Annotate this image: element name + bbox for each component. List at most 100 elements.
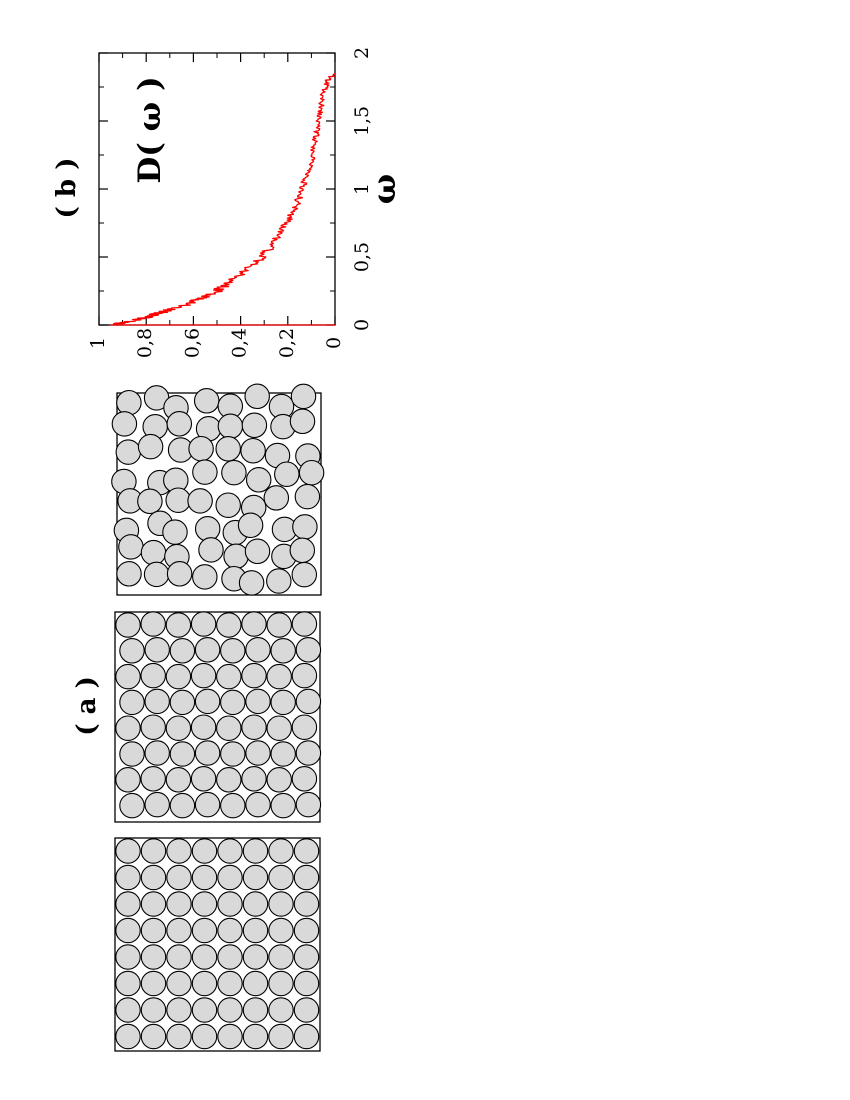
curve-label: D( ω ) (132, 76, 168, 183)
disc (291, 611, 318, 637)
disc (191, 891, 218, 917)
y-tick-label: 0,8 (134, 328, 156, 358)
disc (194, 740, 221, 766)
disc (169, 792, 196, 819)
disc (191, 970, 218, 997)
disc (169, 741, 196, 767)
disc (291, 662, 318, 689)
disc (241, 412, 268, 439)
disc (119, 792, 145, 819)
disc (115, 997, 141, 1023)
disc (293, 970, 320, 997)
disc (166, 917, 192, 944)
disc (140, 611, 166, 637)
disc (293, 997, 320, 1023)
disc (217, 970, 243, 997)
y-tick-label: 1 (87, 337, 109, 349)
disc (217, 864, 243, 891)
disc (137, 488, 163, 515)
disc (241, 662, 267, 689)
panel-b-label: ( b ) (52, 158, 82, 219)
disc (115, 1023, 141, 1050)
disc (115, 864, 141, 891)
disc (216, 767, 242, 793)
disc (242, 917, 269, 944)
disc (242, 944, 269, 970)
x-tick-label: 0 (351, 319, 373, 331)
disc (194, 516, 221, 542)
disc (217, 997, 243, 1023)
disc (115, 663, 141, 690)
y-tick-label: 0,6 (181, 328, 203, 358)
disc (144, 688, 170, 715)
disc (118, 534, 144, 560)
disc (116, 389, 142, 416)
disc (166, 561, 193, 587)
disc (242, 997, 269, 1023)
disc (270, 689, 296, 716)
disc (140, 864, 167, 891)
disc (270, 638, 296, 664)
disc (198, 537, 224, 563)
disc (238, 570, 265, 596)
disc (190, 714, 217, 740)
disc (245, 637, 271, 663)
disc (242, 891, 269, 917)
disc (191, 997, 218, 1023)
disc (140, 766, 166, 792)
disc (140, 1023, 167, 1050)
disc (166, 864, 192, 891)
disc (188, 435, 214, 462)
omega-ticks: 0 0,5 1 1,5 2 (99, 47, 373, 331)
disc (191, 1023, 218, 1050)
disc (268, 1023, 294, 1050)
disc (140, 662, 166, 689)
disc (291, 766, 318, 792)
disc (194, 688, 221, 715)
disc (291, 561, 318, 588)
disc (194, 637, 221, 663)
disc (115, 838, 141, 864)
disc (165, 663, 192, 690)
disc (137, 433, 164, 460)
disc (191, 917, 218, 944)
disc (293, 838, 320, 864)
disc (289, 408, 316, 435)
panel-a-label: ( a ) (72, 676, 102, 736)
disc (289, 537, 316, 564)
disc (190, 766, 217, 792)
disc (140, 539, 167, 566)
disc (111, 411, 138, 437)
disc (119, 741, 145, 767)
disc (242, 970, 269, 997)
disc (217, 944, 243, 970)
disc (216, 612, 242, 638)
disc (140, 891, 167, 917)
disc (268, 970, 294, 997)
disc (220, 638, 246, 664)
disc (187, 488, 213, 514)
disc (266, 715, 292, 741)
disc (115, 917, 141, 944)
disc (192, 564, 218, 590)
disc (293, 917, 320, 944)
y-tick-label: 0,2 (276, 328, 298, 358)
x-tick-label: 0,5 (351, 242, 373, 272)
triangular-lattice-packing (114, 611, 322, 823)
disc (293, 1023, 320, 1050)
disc (140, 714, 166, 740)
disc (242, 838, 269, 864)
disc (266, 568, 292, 594)
disc (166, 997, 192, 1023)
disc (270, 741, 296, 767)
disc (115, 439, 142, 465)
disc (115, 612, 141, 638)
disc (119, 638, 145, 664)
disc (291, 714, 318, 740)
packing-box (114, 837, 321, 1052)
disc (165, 612, 192, 638)
disc (190, 611, 217, 637)
dos-ticks: 0 0,2 0,4 0,6 0,8 1 (87, 53, 345, 358)
disc (140, 944, 167, 970)
disc (292, 514, 318, 540)
